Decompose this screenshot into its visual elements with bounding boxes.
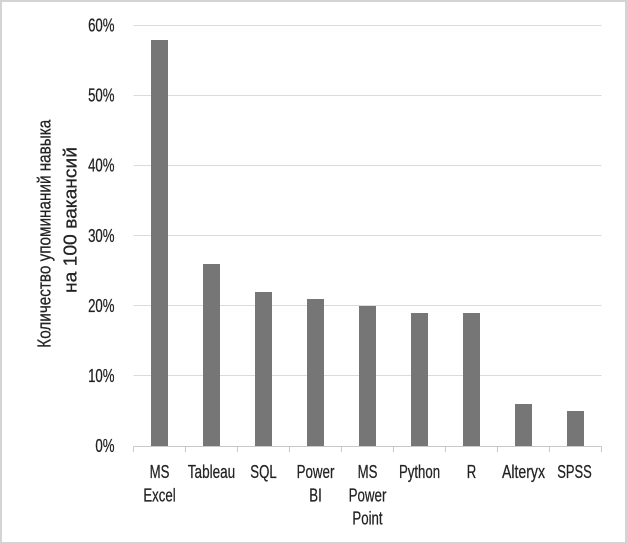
svg-text:Excel: Excel [143,486,175,506]
svg-text:SQL: SQL [250,462,276,482]
svg-text:50%: 50% [88,86,114,106]
svg-text:Power: Power [349,486,387,506]
svg-text:MS: MS [358,462,378,482]
svg-text:30%: 30% [88,226,114,246]
svg-text:Point: Point [352,509,382,529]
svg-text:MS: MS [150,462,170,482]
svg-text:Количество упоминаний навыка: Количество упоминаний навыка [35,119,55,348]
svg-text:Power: Power [297,462,335,482]
svg-text:60%: 60% [88,16,114,36]
svg-text:Alteryx: Alteryx [502,462,545,482]
svg-text:BI: BI [309,486,322,506]
svg-text:10%: 10% [88,366,114,386]
svg-text:Tableau: Tableau [188,462,235,482]
svg-text:20%: 20% [88,296,114,316]
svg-text:на 100 вакансий: на 100 вакансий [61,147,81,293]
svg-text:SPSS: SPSS [557,462,592,482]
svg-text:Python: Python [399,462,440,482]
svg-text:R: R [467,462,477,482]
svg-text:40%: 40% [88,156,114,176]
svg-text:0%: 0% [95,436,114,456]
